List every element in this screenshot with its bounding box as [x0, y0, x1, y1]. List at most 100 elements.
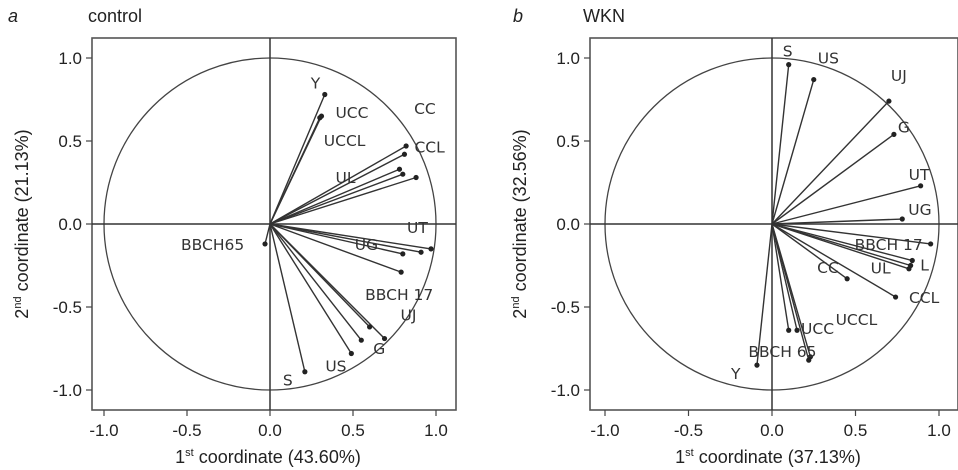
panel-a-vector-unlabeled — [269, 223, 371, 328]
panel-a-vector-point-unlabeled — [400, 171, 406, 177]
panel-a-x-axis-title: 1st coordinate (43.60%) — [175, 447, 361, 467]
panel-a-y-tick-label: 0.0 — [58, 215, 82, 234]
panel-b-vector-label-ut: UT — [909, 166, 930, 184]
panel-b-y-tick-label: 1.0 — [556, 49, 580, 68]
panel-a-vector-point-s — [302, 369, 308, 375]
panel-a-vector-point-ccl — [401, 151, 408, 157]
panel-b-vector-label-s: S — [783, 43, 793, 61]
panel-a-y-axis-title: 2nd coordinate (21.13%) — [12, 129, 32, 318]
panel-b-vector-ut — [771, 185, 921, 225]
panel-a-vector-label-ucc: UCC — [335, 104, 368, 122]
panel-b-vector-us — [771, 79, 815, 225]
panel-b-y-tick-label: -1.0 — [551, 381, 580, 400]
panel-a-y-tick-label: -0.5 — [53, 298, 82, 317]
panel-a-x-tick-label: -0.5 — [172, 421, 201, 440]
panel-b-title: WKN — [583, 6, 625, 26]
panel-b-vector-g — [771, 133, 895, 225]
panel-a-vector-s — [269, 223, 306, 372]
panel-a-x-tick-label: 0.5 — [341, 421, 365, 440]
panel-b-vector-point-l — [909, 257, 915, 264]
panel-b-vector-point-unlabeled — [806, 357, 812, 363]
panel-b-vector-label-ucc: UCC — [801, 320, 834, 338]
panel-a-vector-point-g — [358, 337, 364, 343]
panel-b-x-tick-label: 1.0 — [927, 421, 951, 440]
panel-a-vector-label-bbch-17: BBCH 17 — [365, 286, 433, 304]
panel-a-vector-point-ul — [396, 166, 403, 172]
panel-b-vector-label-y: Y — [730, 365, 741, 383]
panel-a-y-tick-label: 1.0 — [58, 49, 82, 68]
panel-b-vector-label-us: US — [818, 50, 839, 68]
panel-a-title: control — [88, 6, 142, 26]
panel-a-y-tick-label: -1.0 — [53, 381, 82, 400]
panel-a-vector-point-us — [348, 350, 354, 357]
panel-a-vector-point-ut — [428, 246, 434, 252]
panel-a-x-tick-label: -1.0 — [89, 421, 118, 440]
panel-b-vector-point-uccl — [892, 294, 899, 300]
panel-a-vector-label-ul: UL — [335, 169, 355, 187]
panel-b-vector-point-g — [891, 131, 897, 137]
panel-a-x-tick-label: 1.0 — [424, 421, 448, 440]
panel-a-vector-label-s: S — [283, 372, 293, 390]
panel-b-vector-label-uj: UJ — [891, 67, 907, 85]
panel-a-vector-point-unlabeled — [418, 249, 424, 255]
panel-a-vector-label-g: G — [373, 340, 385, 358]
panel-b-vector-label-l: L — [920, 257, 929, 275]
panel-b-vector-uccl — [771, 223, 896, 298]
panel-a-vector-label-cc: CC — [414, 100, 436, 118]
panel-b-y-tick-label: 0.5 — [556, 132, 580, 151]
panel-b-vector-label-ccl: CCL — [909, 289, 940, 307]
panel-b-vector-s — [771, 64, 790, 225]
panel-a-vector-label-y: Y — [310, 75, 321, 93]
panel-b-letter: b — [513, 6, 523, 26]
panel-a-vector-cc — [269, 145, 407, 225]
panel-a-vector-us — [269, 223, 352, 354]
panel-a-vector-point-y — [322, 91, 328, 98]
panel-a-vector-label-ccl: CCL — [414, 138, 445, 156]
panel-b-vector-point-bbch-17 — [928, 241, 934, 247]
panel-b-x-tick-label: 0.5 — [844, 421, 868, 440]
panel-b-vector-uj — [771, 100, 890, 225]
panel-b-vector-label-cc: CC — [817, 259, 839, 277]
panel-b-vector-point-us — [811, 76, 817, 83]
panel-b-vector-point-ccl — [906, 266, 912, 272]
panel-a-vector-point-bbch65 — [262, 241, 268, 247]
panel-a-vector-point-uccl — [317, 115, 323, 121]
panel-b-vector-label-g: G — [898, 118, 910, 136]
panel-b-vector-point-y — [754, 362, 760, 368]
panel-a-vector-label-uj: UJ — [401, 307, 417, 325]
panel-a-vector-point-unlabeled — [367, 324, 373, 330]
panel-a-vector-y — [269, 94, 326, 225]
panel-b-x-tick-label: -1.0 — [590, 421, 619, 440]
panel-b-vector-ug — [771, 218, 903, 225]
panel-a-vector-bbch-17 — [269, 223, 402, 273]
panel-b-vector-l — [771, 223, 913, 262]
panel-b-vector-point-ut — [918, 183, 924, 189]
panel-a-vector-point-ug — [400, 251, 406, 257]
panel-b-vector-label-bbch-65: BBCH 65 — [748, 343, 816, 361]
panel-b-vector-label-uccl: UCCL — [836, 311, 878, 329]
panel-a-x-tick-label: 0.0 — [258, 421, 282, 440]
panel-a-vector-point-unlabeled — [413, 174, 419, 181]
panel-b-y-tick-label: 0.0 — [556, 215, 580, 234]
panel-b-vector-cc — [771, 223, 848, 280]
panel-b-vector-unlabeled — [771, 223, 810, 361]
panel-a-vector-label-uccl: UCCL — [324, 132, 366, 150]
panel-b-vector-point-s — [786, 62, 792, 68]
panel-a-vector-unlabeled — [269, 173, 404, 225]
panel-a-vector-label-ut: UT — [407, 219, 428, 237]
panel-b-x-tick-label: -0.5 — [674, 421, 703, 440]
panel-b-y-tick-label: -0.5 — [551, 298, 580, 317]
panel-a-vector-point-cc — [403, 143, 409, 149]
panel-a-vector-bbch65 — [264, 223, 271, 245]
panel-a-y-tick-label: 0.5 — [58, 132, 82, 151]
panel-b-y-axis-title: 2nd coordinate (32.56%) — [510, 129, 530, 318]
panel-b-x-axis-title: 1st coordinate (37.13%) — [675, 447, 861, 467]
panel-a-vector-point-uj — [381, 335, 388, 342]
panel-a-vector-label-bbch65: BBCH65 — [181, 236, 244, 254]
panel-b-vector-bbch-17 — [771, 223, 931, 245]
panel-b-vector-point-ucc — [794, 327, 800, 333]
panel-b-vector-label-ug: UG — [908, 201, 931, 219]
panel-a-vector-label-ug: UG — [355, 236, 378, 254]
panel-a-vector-unlabeled — [269, 176, 417, 225]
